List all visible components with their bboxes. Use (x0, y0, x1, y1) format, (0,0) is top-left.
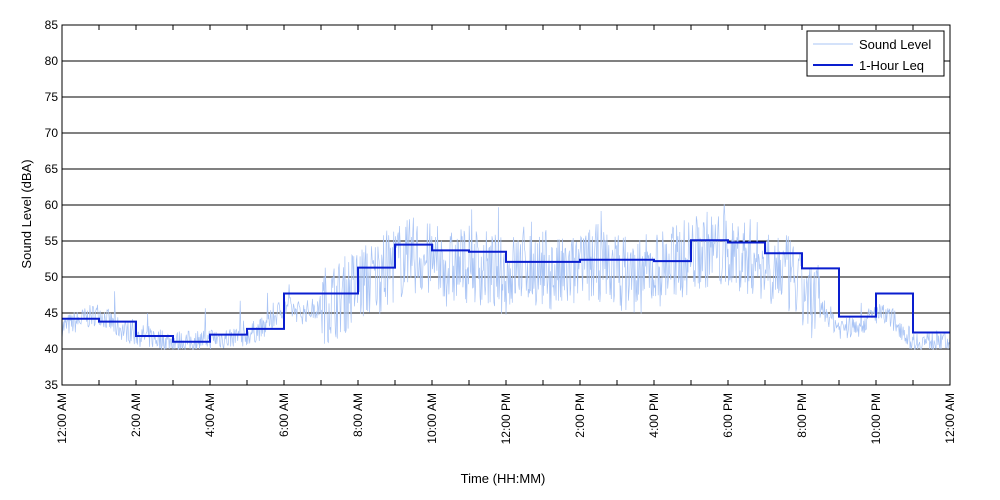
x-tick-label: 4:00 PM (647, 393, 661, 438)
y-tick-label: 80 (45, 54, 59, 68)
x-tick-label: 6:00 AM (277, 393, 291, 437)
legend-box (806, 30, 945, 77)
leq-step-line (62, 239, 950, 343)
y-axis-title: Sound Level (dBA) (19, 159, 34, 268)
y-tick-label: 40 (45, 342, 59, 356)
y-tick-label: 55 (45, 234, 59, 248)
x-tick-label: 12:00 AM (943, 393, 957, 444)
x-tick-label: 2:00 PM (573, 393, 587, 438)
plot-frame (61, 24, 951, 386)
x-tick-label: 10:00 AM (425, 393, 439, 444)
x-tick-label: 2:00 AM (129, 393, 143, 437)
x-tick-label: 12:00 PM (499, 393, 513, 444)
y-tick-label: 85 (45, 18, 59, 32)
x-tick-label: 4:00 AM (203, 393, 217, 437)
x-tick-label: 12:00 AM (55, 393, 69, 444)
y-tick-label: 50 (45, 270, 59, 284)
y-tick-label: 45 (45, 306, 59, 320)
y-tick-label: 60 (45, 198, 59, 212)
y-tick-label: 75 (45, 90, 59, 104)
x-tick-label: 8:00 PM (795, 393, 809, 438)
legend: Sound Level 1-Hour Leq (806, 30, 945, 77)
y-tick-label: 65 (45, 162, 59, 176)
x-axis-title: Time (HH:MM) (461, 471, 546, 486)
x-axis-ticks: 12:00 AM 2:00 AM 4:00 AM 6:00 AM 8:00 AM 10:0… (55, 25, 957, 444)
x-tick-label: 10:00 PM (869, 393, 883, 444)
x-tick-label: 6:00 PM (721, 393, 735, 438)
legend-label-leq: 1-Hour Leq (859, 58, 924, 73)
y-tick-label: 35 (45, 378, 59, 392)
legend-label-sound-level: Sound Level (859, 37, 931, 52)
y-axis-ticks: 35 40 45 50 55 60 65 70 75 80 85 (45, 18, 67, 392)
y-tick-label: 70 (45, 126, 59, 140)
x-tick-label: 8:00 AM (351, 393, 365, 437)
sound-level-line (61, 204, 951, 351)
